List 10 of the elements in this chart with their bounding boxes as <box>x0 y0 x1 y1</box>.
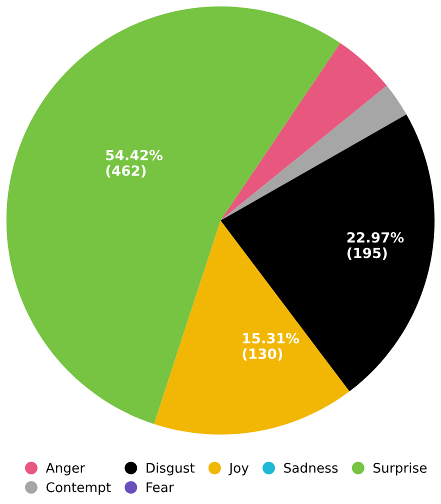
legend-label: Joy <box>228 463 249 476</box>
legend-label: Sadness <box>284 462 338 473</box>
data-label: 22.97% (195) <box>347 232 404 260</box>
data-label: 15.31% (130) <box>242 332 300 361</box>
legend-label: Contempt <box>46 482 111 495</box>
legend-label: Anger <box>46 463 86 476</box>
data-label: 54.42% (462) <box>106 150 163 178</box>
legend-label: Fear <box>146 482 174 492</box>
legend-label: Disgust <box>146 462 195 476</box>
legend-label: Surprise <box>374 462 427 476</box>
